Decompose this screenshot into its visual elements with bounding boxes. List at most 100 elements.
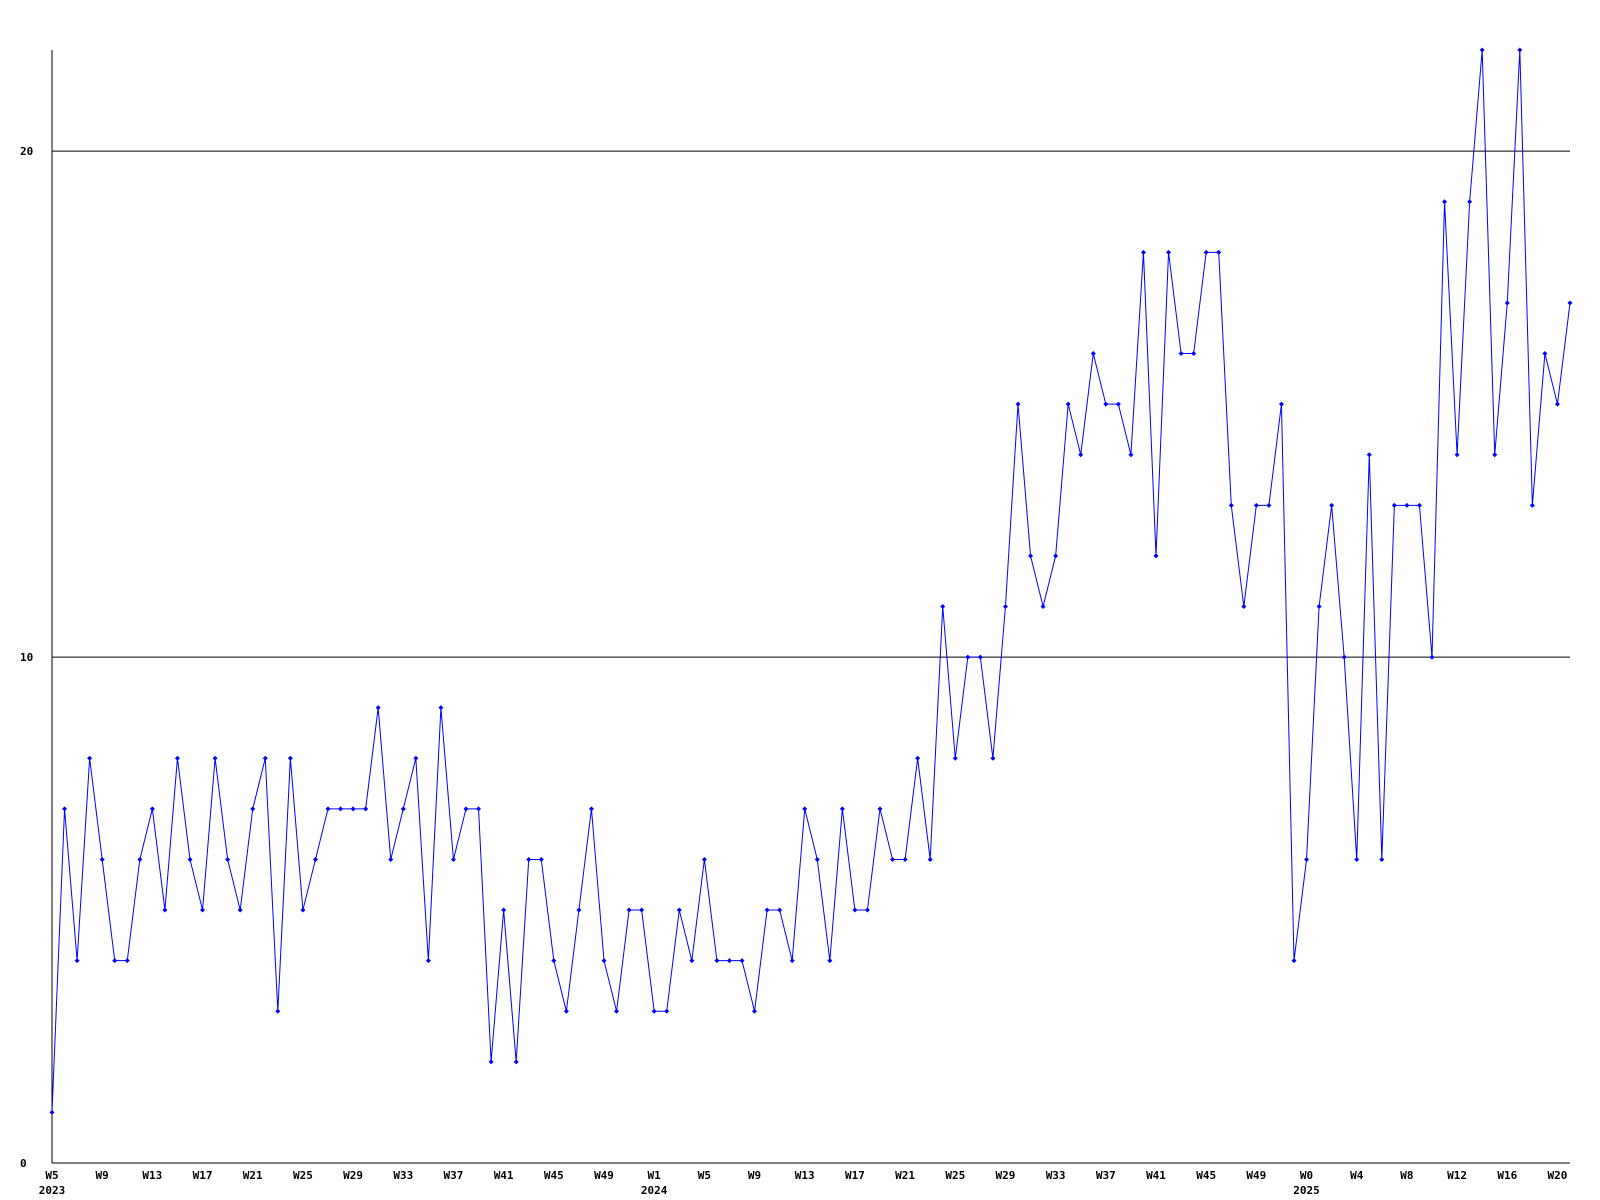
data-point <box>588 806 594 812</box>
data-point <box>137 856 143 862</box>
data-point <box>250 806 256 812</box>
data-point <box>1203 249 1209 255</box>
data-point <box>990 755 996 761</box>
x-tick-label: W37 <box>1096 1169 1116 1182</box>
x-tick-label: W45 <box>1196 1169 1216 1182</box>
data-point <box>388 856 394 862</box>
data-point <box>1341 654 1347 660</box>
data-point <box>551 958 557 964</box>
data-point <box>262 755 268 761</box>
data-point <box>450 856 456 862</box>
data-point <box>927 856 933 862</box>
data-point <box>1429 654 1435 660</box>
data-point <box>576 907 582 913</box>
data-point <box>1354 856 1360 862</box>
data-point <box>413 755 419 761</box>
data-point <box>513 1059 519 1065</box>
data-point <box>977 654 983 660</box>
x-tick-label: W9 <box>748 1169 761 1182</box>
data-point <box>940 604 946 609</box>
data-point <box>325 806 331 812</box>
data-point <box>300 907 306 913</box>
x-tick-label: W16 <box>1497 1169 1517 1182</box>
data-point <box>488 1059 494 1065</box>
data-point <box>225 856 231 862</box>
data-point <box>187 856 193 862</box>
data-point <box>714 958 720 964</box>
data-point <box>1391 502 1397 508</box>
data-point <box>676 907 682 913</box>
data-point <box>400 806 406 812</box>
x-tick-label: W33 <box>1046 1169 1066 1182</box>
data-point <box>1015 401 1021 407</box>
x-tick-label: W49 <box>594 1169 614 1182</box>
data-point <box>1366 452 1372 458</box>
data-point <box>789 958 795 964</box>
data-point <box>526 856 532 862</box>
data-point <box>174 755 180 761</box>
data-point <box>1040 604 1046 609</box>
x-tick-label: W41 <box>494 1169 514 1182</box>
data-point <box>1404 502 1410 508</box>
data-point <box>1103 401 1109 407</box>
x-group-label: 2025 <box>1293 1184 1320 1197</box>
data-point <box>1442 199 1448 205</box>
data-point <box>363 806 369 812</box>
data-point <box>375 705 381 711</box>
data-point <box>162 907 168 913</box>
data-point <box>1304 856 1310 862</box>
x-tick-label: W12 <box>1447 1169 1467 1182</box>
x-tick-label: W25 <box>945 1169 965 1182</box>
data-point <box>275 1008 281 1014</box>
data-point <box>287 755 293 761</box>
data-point <box>1191 351 1197 357</box>
y-tick-label: 0 <box>20 1157 27 1170</box>
x-tick-label: W13 <box>795 1169 815 1182</box>
x-tick-label: W49 <box>1246 1169 1266 1182</box>
data-point <box>752 1008 758 1014</box>
data-point <box>312 856 318 862</box>
data-point <box>802 806 808 812</box>
data-point <box>1153 553 1159 559</box>
data-point <box>438 705 444 711</box>
x-tick-label: W4 <box>1350 1169 1364 1182</box>
data-point <box>1467 199 1473 205</box>
data-point <box>739 958 745 964</box>
data-point <box>1278 401 1284 407</box>
data-point <box>1253 502 1259 508</box>
data-point <box>651 1008 657 1014</box>
y-tick-label: 20 <box>20 145 33 158</box>
data-point <box>965 654 971 660</box>
x-tick-label: W21 <box>895 1169 915 1182</box>
data-point <box>902 856 908 862</box>
x-tick-label: W29 <box>343 1169 363 1182</box>
data-point <box>476 806 482 812</box>
data-point <box>62 806 68 812</box>
data-point <box>1379 856 1385 862</box>
x-tick-label: W41 <box>1146 1169 1166 1182</box>
data-point <box>890 856 896 862</box>
x-tick-label: W21 <box>243 1169 263 1182</box>
data-point <box>49 1109 55 1115</box>
data-point <box>1216 249 1222 255</box>
data-point <box>112 958 118 964</box>
data-point <box>1567 300 1573 306</box>
data-point <box>237 907 243 913</box>
data-point <box>538 856 544 862</box>
data-point <box>1542 351 1548 357</box>
data-point <box>1329 502 1335 508</box>
x-tick-label: W1 <box>648 1169 662 1182</box>
data-point <box>852 907 858 913</box>
data-point <box>1416 502 1422 508</box>
y-tick-label: 10 <box>20 651 33 664</box>
data-point <box>664 1008 670 1014</box>
data-point <box>74 958 80 964</box>
data-point <box>877 806 883 812</box>
data-point <box>350 806 356 812</box>
data-point <box>1454 452 1460 458</box>
data-point <box>1128 452 1134 458</box>
data-point <box>1115 401 1121 407</box>
data-point <box>501 907 507 913</box>
data-point <box>601 958 607 964</box>
data-point <box>1078 452 1084 458</box>
